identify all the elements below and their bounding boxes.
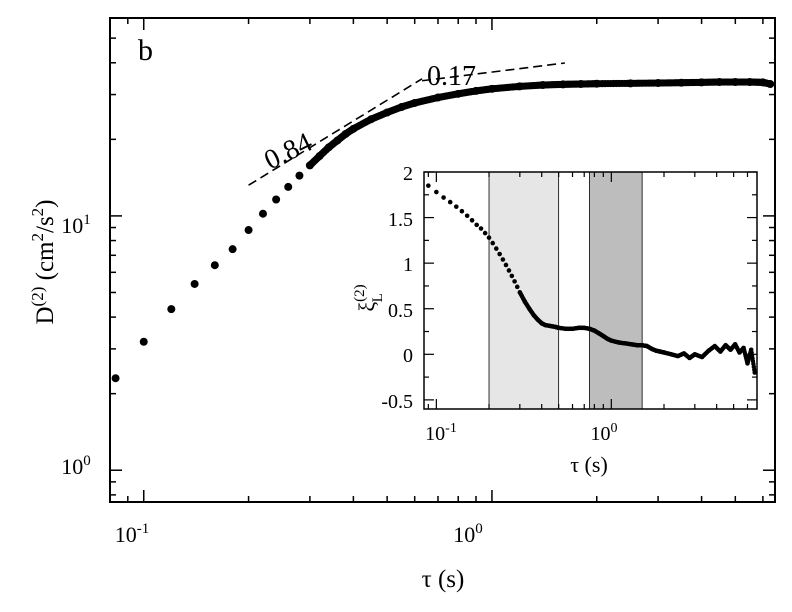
inset-point-interp (752, 367, 757, 372)
inset-y-axis-title: ξ(2) L (352, 284, 386, 311)
inset-xtick-label-0: 10-1 (425, 421, 457, 445)
main-panel: b 0.84 0.17 10-1 100 100 101 τ (s) D(2) … (28, 17, 776, 593)
inset-panel: 2 1.5 1 0.5 0 -0.5 10-1 100 τ (s) ξ(2) L (352, 163, 758, 477)
main-point (167, 305, 176, 314)
main-point (258, 209, 267, 218)
shaded-region-0 (488, 171, 560, 410)
inset-point (493, 246, 499, 251)
inset-point (459, 208, 465, 214)
inset-xtick-label-1: 100 (591, 421, 618, 445)
inset-point (441, 195, 446, 200)
inset-point (486, 235, 492, 240)
main-fit-lines (248, 62, 565, 186)
inset-point (514, 284, 520, 290)
fit-line-0.84 (248, 78, 423, 186)
inset-point (482, 230, 488, 236)
shaded-region-1 (589, 171, 643, 410)
main-point (272, 195, 281, 204)
main-axis-ticks (109, 17, 775, 502)
main-point (139, 337, 148, 346)
main-x-axis-title: τ (s) (422, 566, 465, 593)
main-ytick-label-1: 101 (61, 212, 91, 238)
inset-shaded-regions (488, 171, 643, 410)
inset-point (503, 262, 509, 268)
inset-point (434, 189, 439, 195)
inset-point (497, 251, 502, 257)
fit-line-0.17 (421, 62, 565, 82)
inset-point (469, 218, 475, 223)
main-xtick-label-0: 10-1 (115, 521, 150, 547)
inset-point (453, 204, 459, 209)
inset-plot-frame (423, 171, 758, 410)
inset-x-axis-title: τ (s) (570, 452, 608, 477)
inset-ytick-label-0: 0 (403, 345, 413, 367)
main-ytick-label-0: 100 (61, 453, 91, 479)
inset-point (506, 268, 512, 273)
inset-data-points (426, 183, 758, 375)
inset-point (512, 279, 517, 284)
fit-label-0.17: 0.17 (427, 61, 476, 92)
main-plot-frame (109, 17, 776, 503)
inset-ytick-label--0.5: -0.5 (381, 391, 413, 413)
main-point (210, 261, 219, 270)
inset-point (500, 257, 506, 262)
inset-ytick-label-1: 1 (403, 254, 413, 276)
main-y-axis-title: D(2) (cm2/s2) (28, 199, 59, 324)
main-point (190, 279, 199, 288)
inset-point (478, 226, 484, 231)
panel-label: b (138, 34, 153, 67)
main-point (295, 171, 304, 180)
inset-point (490, 240, 496, 246)
main-point-interp (624, 79, 632, 87)
main-xtick-label-1: 100 (453, 521, 483, 547)
main-point (111, 374, 120, 383)
main-point (228, 245, 237, 254)
inset-point (426, 183, 431, 188)
inset-point (474, 222, 479, 228)
main-point (284, 182, 293, 191)
main-point (244, 226, 253, 235)
main-point-interp (766, 80, 774, 88)
inset-point (464, 213, 470, 219)
inset-ytick-label-1.5: 1.5 (388, 209, 413, 231)
inset-ytick-label-0.5: 0.5 (388, 300, 413, 322)
inset-point (447, 199, 453, 205)
inset-ytick-label-2: 2 (403, 163, 413, 185)
main-data-points (111, 78, 775, 383)
inset-point (509, 273, 515, 279)
